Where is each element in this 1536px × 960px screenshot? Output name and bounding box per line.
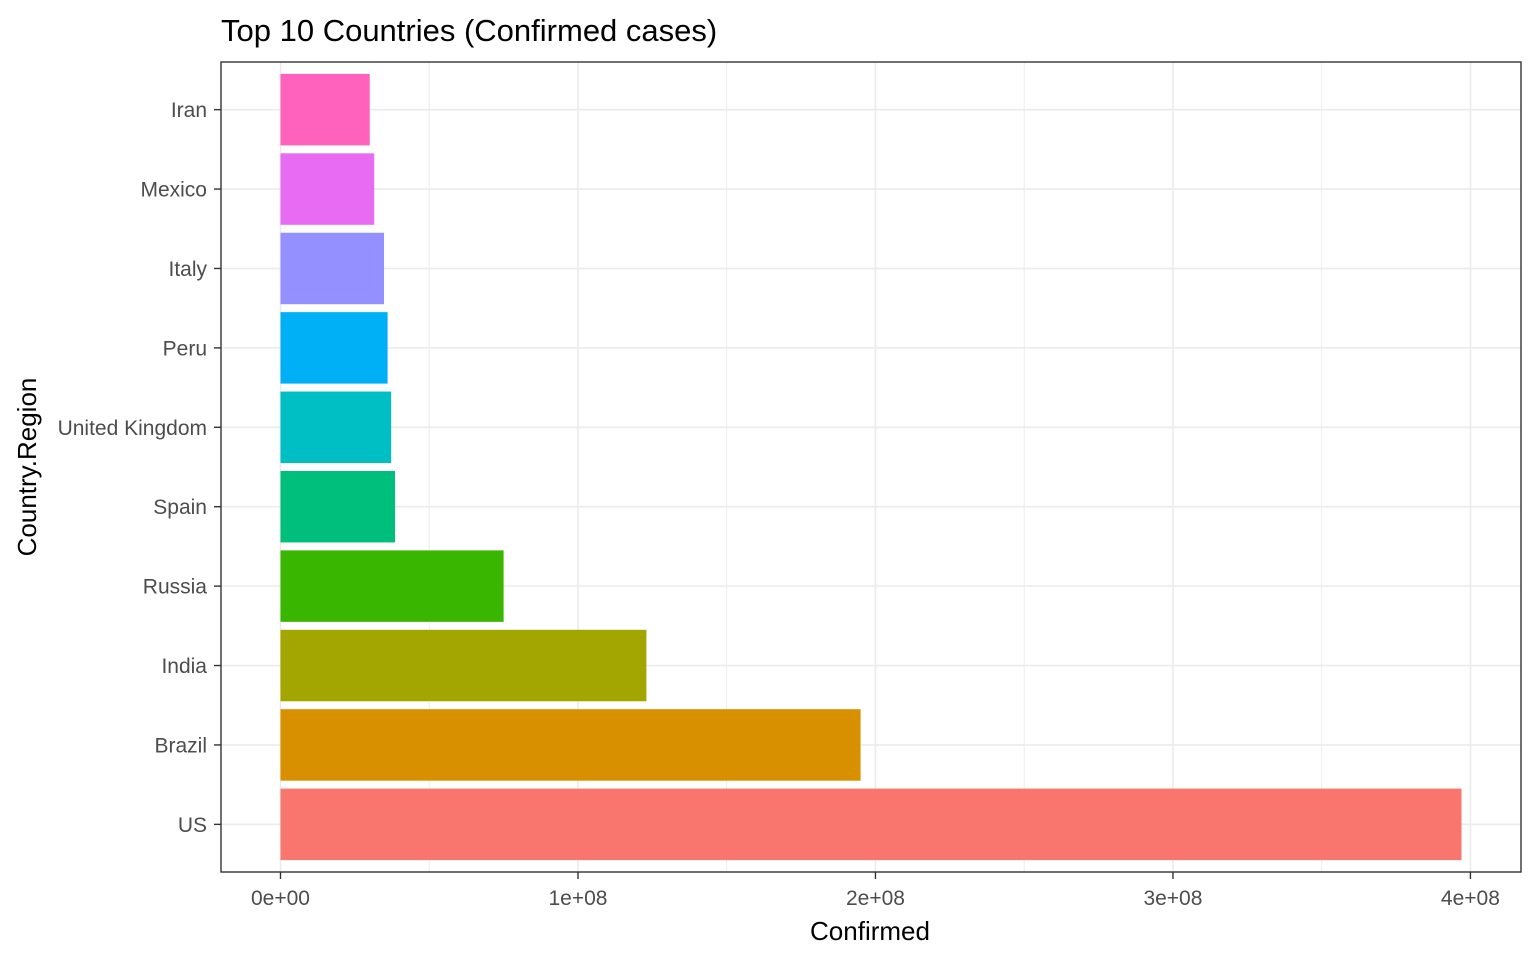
y-tick-label: Italy: [168, 258, 207, 281]
x-tick-label: 3e+08: [1143, 887, 1202, 910]
chart-title: Top 10 Countries (Confirmed cases): [221, 13, 717, 48]
bar-italy: [280, 232, 385, 305]
y-tick-label: India: [161, 655, 207, 678]
bar-iran: [280, 73, 370, 146]
y-tick-label: Spain: [153, 496, 207, 519]
bar-peru: [280, 312, 388, 384]
plot-panel: [220, 61, 1522, 873]
y-tick-label: Peru: [163, 337, 207, 360]
bar-mexico: [280, 153, 375, 225]
bar-india: [280, 629, 647, 702]
bar-us: [280, 788, 1462, 861]
x-axis: 0e+00 1e+08 2e+08 3e+08 4e+08: [251, 872, 1500, 910]
x-tick-label: 1e+08: [548, 887, 607, 910]
x-tick-label: 2e+08: [846, 887, 905, 910]
y-tick-label: Iran: [171, 99, 207, 122]
panel-border: [220, 61, 1522, 873]
bar-brazil: [280, 709, 861, 781]
y-axis: US Brazil India Russia Spain United Kingdom Pe…: [58, 99, 221, 837]
x-tick-label: 0e+00: [251, 887, 310, 910]
y-tick-label: Mexico: [140, 179, 207, 202]
y-axis-title: Country.Region: [12, 378, 42, 557]
x-tick-label: 4e+08: [1441, 887, 1500, 910]
bar-united-kingdom: [280, 391, 392, 464]
x-axis-title: Confirmed: [810, 916, 930, 946]
bar-russia: [280, 550, 504, 622]
y-tick-label: Russia: [143, 576, 208, 599]
y-tick-label: US: [178, 814, 207, 837]
bar-spain: [280, 470, 396, 543]
y-tick-label: United Kingdom: [58, 417, 207, 440]
y-tick-label: Brazil: [154, 734, 207, 757]
